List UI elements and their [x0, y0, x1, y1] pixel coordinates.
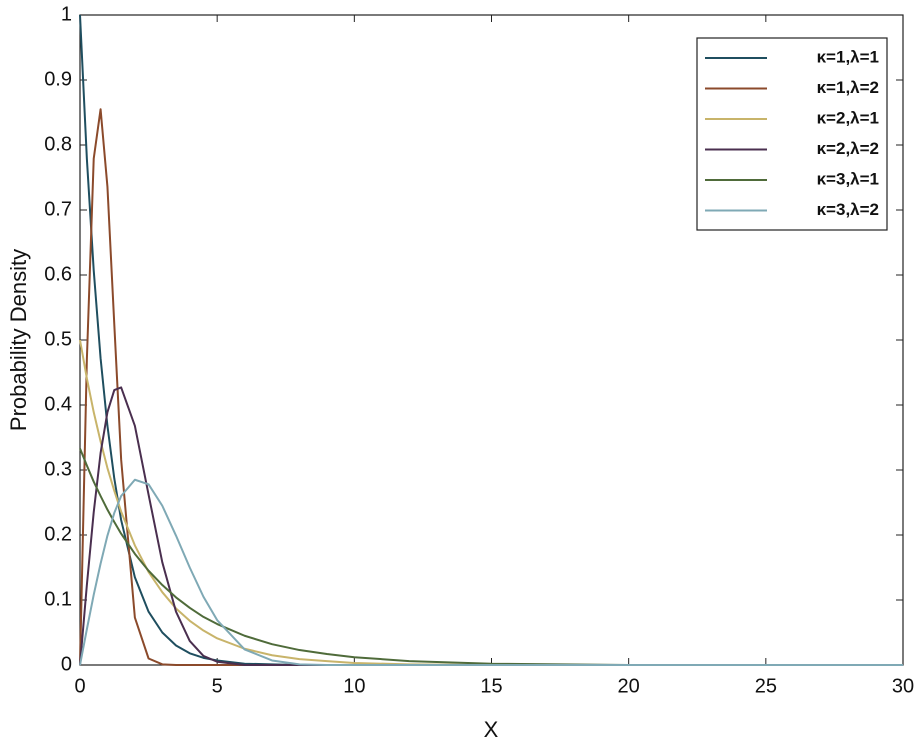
legend-label: κ=1,λ=1	[817, 47, 879, 66]
y-tick-label: 0.4	[44, 393, 72, 415]
x-tick-label: 0	[74, 675, 85, 697]
y-tick-label: 0.9	[44, 68, 72, 90]
legend-label: κ=2,λ=1	[817, 108, 879, 127]
x-tick-label: 20	[618, 675, 640, 697]
series-line	[79, 478, 903, 666]
x-tick-label: 10	[343, 675, 365, 697]
y-tick-label: 0.3	[44, 458, 72, 480]
legend-label: κ=2,λ=2	[817, 139, 879, 158]
legend-label: κ=1,λ=2	[817, 78, 879, 97]
x-tick-label: 5	[212, 675, 223, 697]
y-tick-label: 0	[61, 653, 72, 675]
legend-label: κ=3,λ=1	[817, 169, 879, 188]
y-axis-label: Probability Density	[6, 249, 31, 431]
x-tick-label: 25	[755, 675, 777, 697]
legend: κ=1,λ=1 κ=1,λ=2 κ=2,λ=1 κ=2,λ=2 κ=3,λ=1 κ=3,λ…	[696, 37, 888, 231]
series-line	[79, 448, 903, 666]
legend-label: κ=3,λ=2	[817, 200, 879, 219]
y-tick-label: 0.5	[44, 328, 72, 350]
x-axis-label: X	[484, 717, 499, 742]
y-tick-label: 1	[61, 3, 72, 25]
y-tick-label: 0.6	[44, 263, 72, 285]
y-tick-label: 0.1	[44, 588, 72, 610]
x-tick-label: 15	[480, 675, 502, 697]
legend-box	[696, 37, 888, 231]
x-tick-label: 30	[892, 675, 914, 697]
y-tick-label: 0.2	[44, 523, 72, 545]
y-tick-label: 0.8	[44, 133, 72, 155]
y-tick-label: 0.7	[44, 198, 72, 220]
